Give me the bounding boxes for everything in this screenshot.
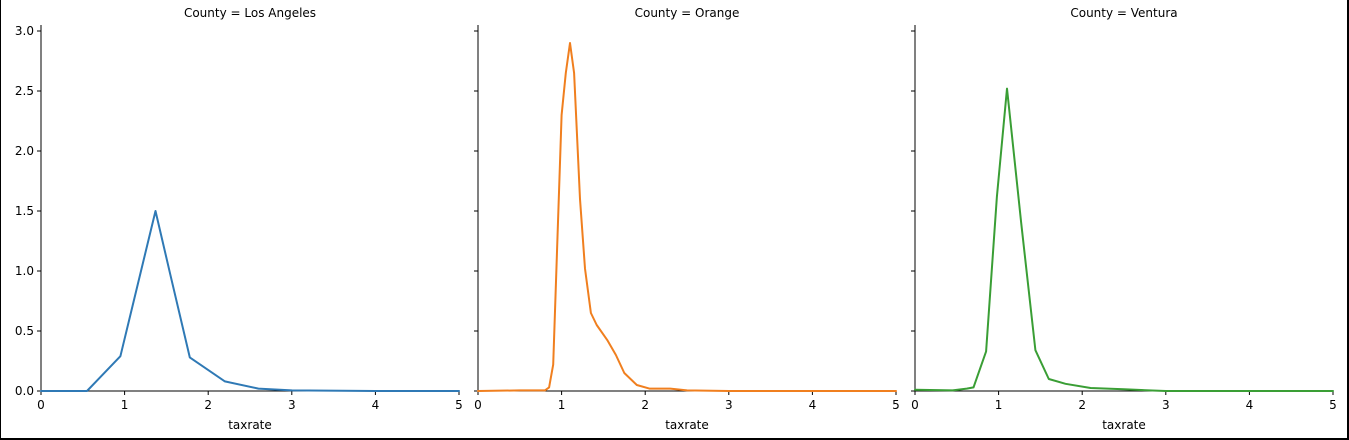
x-tick-label: 2 (1078, 398, 1086, 412)
x-axis-title: taxrate (665, 418, 709, 432)
y-tick-label: 1.5 (15, 204, 34, 218)
x-tick-label: 3 (288, 398, 296, 412)
y-tick-label: 0.5 (15, 324, 34, 338)
x-tick-label: 5 (892, 398, 900, 412)
y-tick-label: 0.0 (15, 384, 34, 398)
x-axis-title: taxrate (228, 418, 272, 432)
y-tick-label: 2.0 (15, 144, 34, 158)
x-tick-label: 4 (372, 398, 380, 412)
series-line-2 (477, 42, 897, 392)
x-tick-label: 0 (474, 398, 482, 412)
facet-panel-2: County = Orange 0 1 2 3 4 5 taxrate (474, 6, 900, 432)
x-tick-label: 4 (1246, 398, 1254, 412)
facet-title: County = Ventura (1070, 6, 1177, 20)
series-line-1 (40, 210, 460, 392)
x-tick-label: 3 (725, 398, 733, 412)
x-tick-label: 5 (455, 398, 463, 412)
y-tick-label: 1.0 (15, 264, 34, 278)
facet-title: County = Los Angeles (184, 6, 316, 20)
facet-title: County = Orange (635, 6, 740, 20)
facet-panel-1: County = Los Angeles 0.0 0.5 1.0 1.5 2.0 2.5 3.… (15, 6, 463, 432)
x-tick-label: 2 (641, 398, 649, 412)
y-tick-label: 2.5 (15, 84, 34, 98)
x-tick-label: 5 (1329, 398, 1337, 412)
x-tick-label: 0 (37, 398, 45, 412)
series-line-3 (914, 87, 1334, 392)
x-tick-label: 1 (995, 398, 1003, 412)
x-tick-label: 4 (809, 398, 817, 412)
x-tick-label: 2 (204, 398, 212, 412)
x-tick-label: 0 (911, 398, 919, 412)
x-tick-label: 1 (121, 398, 129, 412)
x-axis-title: taxrate (1102, 418, 1146, 432)
x-tick-label: 1 (558, 398, 566, 412)
x-tick-label: 3 (1162, 398, 1170, 412)
facet-panel-3: County = Ventura 0 1 2 3 4 5 taxrate (911, 6, 1337, 432)
y-tick-label: 3.0 (15, 24, 34, 38)
